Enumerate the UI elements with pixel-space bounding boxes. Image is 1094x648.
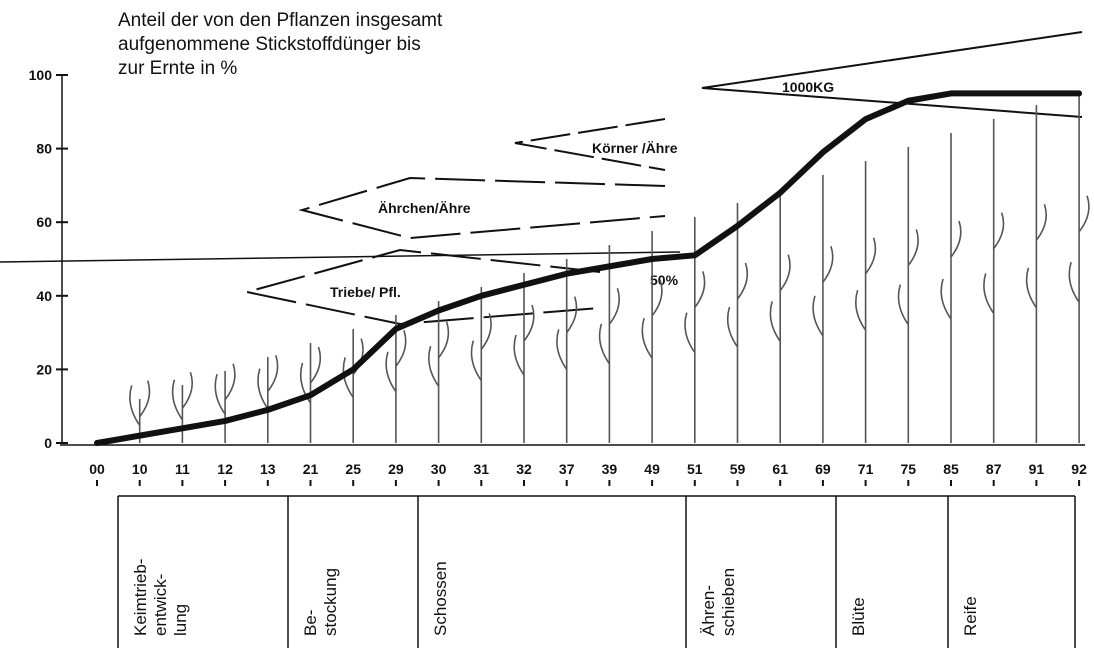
y-tick-label: 100	[29, 67, 53, 83]
x-tick-label: 12	[217, 461, 233, 477]
x-tick-label: 00	[89, 461, 105, 477]
plant-sketch	[598, 245, 620, 443]
y-tick-label: 60	[36, 214, 52, 230]
stage-label: Blüte	[849, 597, 868, 636]
stage-label: Ähren-	[699, 585, 718, 636]
x-tick-label: 91	[1029, 461, 1045, 477]
wedge	[298, 176, 666, 240]
plant-sketch	[726, 203, 749, 443]
plant-sketch	[812, 175, 834, 443]
plant-sketch	[385, 315, 407, 443]
plant-sketch	[513, 273, 535, 443]
x-tick-label: 71	[858, 461, 874, 477]
x-tick-label: 69	[815, 461, 831, 477]
x-tick-label: 11	[175, 461, 190, 477]
plant-sketch	[556, 259, 578, 443]
x-tick-label: 10	[132, 461, 148, 477]
plant-sketch	[428, 301, 450, 443]
x-tick-label: 85	[943, 461, 959, 477]
y-label: Anteil der von den Pflanzen insgesamt	[118, 10, 443, 31]
x-tick-label: 51	[687, 461, 703, 477]
x-tick-label: 21	[303, 461, 319, 477]
wedge	[701, 31, 1083, 118]
x-tick-label: 39	[602, 461, 618, 477]
plant-sketch	[983, 119, 1005, 443]
x-tick-label: 87	[986, 461, 1002, 477]
uptake-curve	[94, 90, 1083, 446]
y-label: zur Ernte in %	[118, 58, 237, 79]
plant-sketch	[171, 371, 193, 443]
y-tick-label: 0	[44, 435, 52, 451]
plant-sketch	[342, 329, 364, 443]
plant-sketch	[1068, 91, 1090, 443]
stage-label: stockung	[321, 568, 340, 636]
reference-line	[0, 251, 681, 263]
plant-sketch	[214, 363, 236, 443]
annotation: Ährchen/Ähre	[378, 200, 471, 216]
stage-label: entwick-	[151, 574, 170, 636]
x-tick-label: 29	[388, 461, 404, 477]
x-tick-label: 92	[1071, 461, 1087, 477]
plant-sketch	[470, 287, 492, 443]
x-tick-label: 49	[644, 461, 660, 477]
y-tick-label: 20	[36, 361, 52, 377]
plant-sketch	[1025, 105, 1047, 443]
annotation: Körner /Ähre	[592, 140, 678, 156]
plant-sketch	[897, 147, 919, 443]
plant-sketch	[940, 133, 962, 443]
stage-label: Reife	[961, 596, 980, 636]
x-tick-label: 13	[260, 461, 276, 477]
annotation: 1000KG	[782, 79, 834, 95]
wedges	[0, 31, 1083, 326]
plant-sketch	[855, 161, 877, 443]
stage-label: lung	[171, 604, 190, 636]
stage-label: Be-	[301, 610, 320, 636]
x-tick-label: 37	[559, 461, 575, 477]
x-tick-label: 30	[431, 461, 447, 477]
wedge	[246, 248, 601, 326]
x-tick-label: 32	[516, 461, 532, 477]
plant-sketch	[641, 231, 663, 443]
plant-sketch	[257, 355, 279, 443]
stage-label: Schossen	[431, 561, 450, 636]
x-tick-label: 75	[901, 461, 917, 477]
annotation: Triebe/ Pfl.	[330, 284, 401, 300]
x-tick-label: 61	[772, 461, 788, 477]
y-label: aufgenommene Stickstoffdünger bis	[118, 34, 421, 55]
plant-sketch	[769, 189, 791, 443]
annotation: 50%	[650, 272, 679, 288]
x-tick-label: 59	[730, 461, 746, 477]
x-tick-label: 25	[345, 461, 361, 477]
stage-label: schieben	[719, 568, 738, 636]
y-tick-label: 40	[36, 288, 52, 304]
x-tick-label: 31	[474, 461, 490, 477]
wedge	[514, 118, 666, 171]
stage-label: Keimtrieb-	[131, 559, 150, 636]
y-tick-label: 80	[36, 141, 52, 157]
